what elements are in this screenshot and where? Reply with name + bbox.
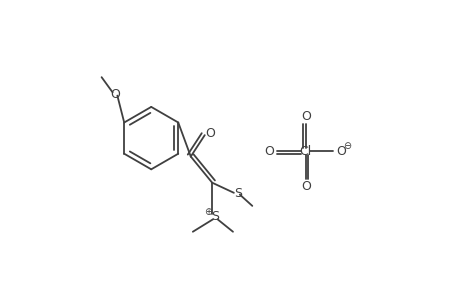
Text: O: O	[110, 88, 120, 100]
Text: ⊕: ⊕	[204, 206, 212, 217]
Text: O: O	[335, 145, 345, 158]
Text: S: S	[211, 210, 218, 224]
Text: O: O	[204, 127, 214, 140]
Text: S: S	[233, 187, 241, 200]
Text: ⊖: ⊖	[342, 141, 350, 151]
Text: O: O	[300, 110, 310, 123]
Text: Cl: Cl	[299, 145, 311, 158]
Text: O: O	[264, 145, 274, 158]
Text: O: O	[300, 180, 310, 193]
